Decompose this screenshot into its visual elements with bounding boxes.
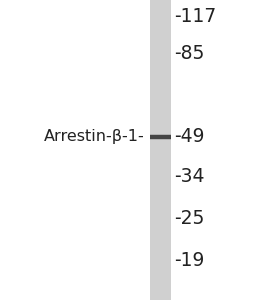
Text: Arrestin-β-1-: Arrestin-β-1-	[44, 129, 144, 144]
Text: -85: -85	[174, 44, 205, 63]
Text: -19: -19	[174, 251, 205, 271]
Text: -49: -49	[174, 127, 205, 146]
Bar	[150, 0, 171, 300]
Text: -25: -25	[174, 209, 205, 229]
Text: -117: -117	[174, 7, 216, 26]
Text: -34: -34	[174, 167, 205, 187]
